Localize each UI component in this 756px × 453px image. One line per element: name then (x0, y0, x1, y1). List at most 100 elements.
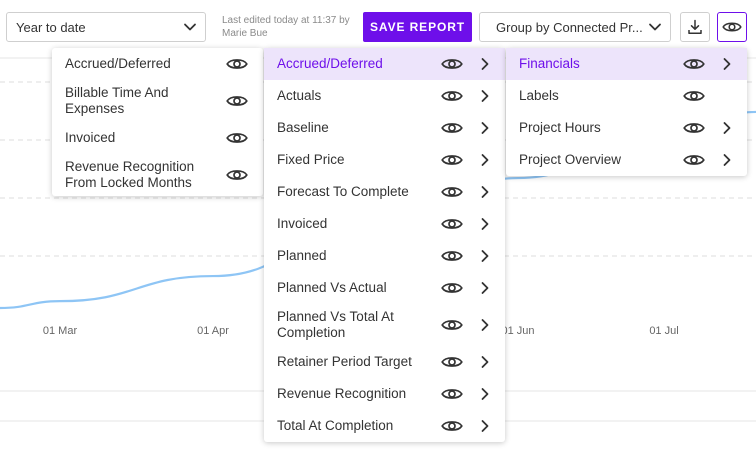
menu-item-project-hours[interactable]: Project Hours (506, 112, 747, 144)
menu-item-billable-time-and-expenses[interactable]: Billable Time And Expenses (52, 80, 263, 122)
menu-item-label: Planned Vs Actual (277, 280, 437, 296)
menu-item-label: Fixed Price (277, 152, 437, 168)
eye-icon[interactable] (441, 355, 463, 369)
eye-icon[interactable] (441, 387, 463, 401)
visibility-toggle-button[interactable] (717, 12, 747, 42)
menu-item-label-line: Planned (277, 248, 327, 263)
chevron-right-icon[interactable] (722, 121, 732, 135)
menu-item-label-line: Project Hours (519, 120, 601, 135)
chevron-right-icon[interactable] (480, 355, 490, 369)
menu-item-invoiced[interactable]: Invoiced (264, 208, 505, 240)
eye-icon[interactable] (226, 168, 248, 182)
chevron-right-icon[interactable] (480, 387, 490, 401)
eye-icon[interactable] (441, 281, 463, 295)
menu-item-label-line: Financials (519, 56, 580, 71)
metrics-submenu-financials: Accrued/Deferred Actuals Baseline Fixed Pri… (264, 48, 505, 442)
eye-icon[interactable] (226, 131, 248, 145)
eye-icon[interactable] (441, 57, 463, 71)
menu-item-label-line: Invoiced (277, 216, 328, 231)
chevron-right-icon[interactable] (722, 153, 732, 167)
x-tick-label: 01 Apr (197, 325, 229, 337)
menu-item-label-line: Forecast To Complete (277, 184, 409, 199)
menu-item-fixed-price[interactable]: Fixed Price (264, 144, 505, 176)
menu-item-label: Accrued/Deferred (65, 56, 215, 72)
eye-icon[interactable] (683, 89, 705, 103)
menu-item-label: Financials (519, 56, 580, 72)
eye-icon (722, 22, 742, 32)
menu-item-label: Baseline (277, 120, 437, 136)
menu-item-label: Invoiced (65, 130, 215, 146)
eye-icon[interactable] (683, 153, 705, 167)
menu-item-label-line: Total At Completion (277, 418, 394, 433)
menu-item-project-overview[interactable]: Project Overview (506, 144, 747, 176)
menu-item-revenue-recognition[interactable]: Revenue Recognition (264, 378, 505, 410)
metrics-category-menu: Financials Labels Project Hours Project Ove… (506, 48, 747, 176)
save-report-button[interactable]: SAVE REPORT (363, 12, 472, 42)
menu-item-planned-vs-actual[interactable]: Planned Vs Actual (264, 272, 505, 304)
menu-item-label-line: Planned Vs Total At (277, 309, 394, 324)
chevron-right-icon[interactable] (480, 281, 490, 295)
period-select-value: Year to date (16, 19, 86, 35)
menu-item-label: Planned (277, 248, 437, 264)
eye-icon[interactable] (226, 57, 248, 71)
chevron-right-icon[interactable] (480, 217, 490, 231)
menu-item-label-line: Actuals (277, 88, 322, 103)
eye-icon[interactable] (441, 249, 463, 263)
chevron-right-icon[interactable] (480, 121, 490, 135)
eye-icon[interactable] (441, 318, 463, 332)
chevron-right-icon[interactable] (722, 57, 732, 71)
menu-item-retainer-period-target[interactable]: Retainer Period Target (264, 346, 505, 378)
menu-item-forecast-to-complete[interactable]: Forecast To Complete (264, 176, 505, 208)
menu-item-label-line: Accrued/Deferred (277, 56, 383, 71)
menu-item-accrued-deferred[interactable]: Accrued/Deferred (52, 48, 263, 80)
menu-item-label: Project Hours (519, 120, 601, 136)
menu-item-total-at-completion[interactable]: Total At Completion (264, 410, 505, 442)
eye-icon[interactable] (441, 185, 463, 199)
menu-item-label-line: Fixed Price (277, 152, 345, 167)
group-by-select[interactable]: Group by Connected Pr... (479, 12, 671, 42)
chevron-right-icon[interactable] (480, 249, 490, 263)
menu-item-revenue-recognition-from-locked-months[interactable]: Revenue Recognition From Locked Months (52, 154, 263, 196)
menu-item-label: Billable Time And Expenses (65, 85, 215, 117)
menu-item-label: Planned Vs Total At Completion (277, 309, 437, 341)
menu-item-label: Actuals (277, 88, 437, 104)
menu-item-invoiced[interactable]: Invoiced (52, 122, 263, 154)
menu-item-baseline[interactable]: Baseline (264, 112, 505, 144)
eye-icon[interactable] (441, 89, 463, 103)
chevron-right-icon[interactable] (480, 185, 490, 199)
menu-item-label: Accrued/Deferred (277, 56, 437, 72)
eye-icon[interactable] (441, 419, 463, 433)
menu-item-accrued-deferred[interactable]: Accrued/Deferred (264, 48, 505, 80)
menu-item-label: Project Overview (519, 152, 621, 168)
eye-icon[interactable] (226, 94, 248, 108)
chevron-right-icon[interactable] (480, 318, 490, 332)
menu-item-label-line: Labels (519, 88, 559, 103)
menu-item-financials[interactable]: Financials (506, 48, 747, 80)
group-by-select-value: Group by Connected Pr... (496, 19, 643, 35)
menu-item-label: Retainer Period Target (277, 354, 437, 370)
chevron-right-icon[interactable] (480, 419, 490, 433)
eye-icon[interactable] (683, 121, 705, 135)
menu-item-label: Invoiced (277, 216, 437, 232)
menu-item-label-line: Accrued/Deferred (65, 56, 171, 71)
eye-icon[interactable] (441, 153, 463, 167)
chevron-right-icon[interactable] (480, 153, 490, 167)
menu-item-label-line: Retainer Period Target (277, 354, 412, 369)
eye-icon[interactable] (441, 217, 463, 231)
menu-item-label-line: Completion (277, 325, 346, 340)
menu-item-actuals[interactable]: Actuals (264, 80, 505, 112)
download-button[interactable] (680, 12, 710, 42)
menu-item-planned[interactable]: Planned (264, 240, 505, 272)
eye-icon[interactable] (441, 121, 463, 135)
eye-icon[interactable] (683, 57, 705, 71)
menu-item-label-line: Billable Time And (65, 85, 169, 100)
menu-item-label-line: Revenue Recognition (277, 386, 407, 401)
menu-item-labels[interactable]: Labels (506, 80, 747, 112)
menu-item-label: Total At Completion (277, 418, 437, 434)
menu-item-label: Forecast To Complete (277, 184, 437, 200)
menu-item-planned-vs-total-at-completion[interactable]: Planned Vs Total At Completion (264, 304, 505, 346)
chevron-right-icon[interactable] (480, 89, 490, 103)
chevron-right-icon[interactable] (480, 57, 490, 71)
period-select[interactable]: Year to date (6, 12, 206, 42)
